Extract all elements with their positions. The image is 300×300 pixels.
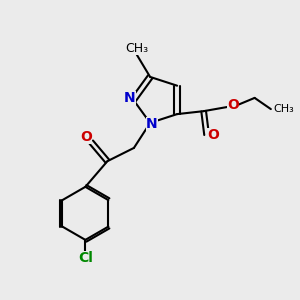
Text: O: O: [227, 98, 239, 112]
Text: Cl: Cl: [78, 251, 93, 266]
Text: N: N: [124, 92, 136, 105]
Text: N: N: [146, 117, 158, 131]
Text: O: O: [207, 128, 219, 142]
Text: O: O: [80, 130, 92, 144]
Text: CH₃: CH₃: [125, 42, 148, 55]
Text: CH₃: CH₃: [274, 103, 295, 113]
